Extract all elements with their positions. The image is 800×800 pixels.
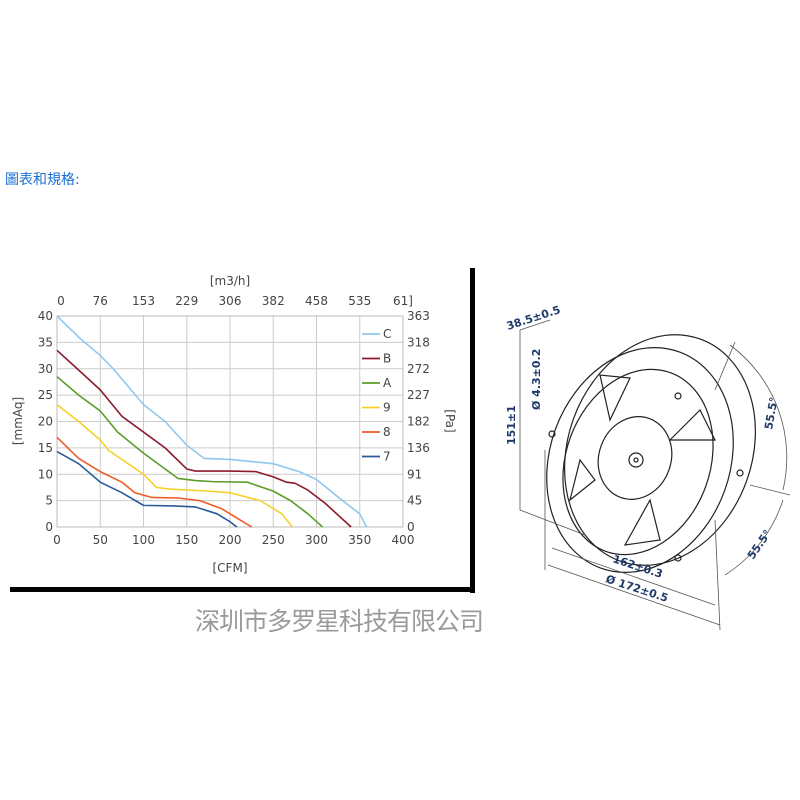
y2-tick-label: 91 (407, 467, 422, 481)
x2-tick-label: 229 (175, 294, 198, 308)
section-heading: 圖表和規格: (5, 172, 80, 188)
x-tick-label: 0 (53, 533, 61, 547)
dimension-lines (519, 319, 791, 630)
series-line-C (56, 315, 368, 528)
frame-shadow-right (470, 268, 475, 593)
y-tick-label: 35 (38, 335, 53, 349)
x2-tick-label: 535 (348, 294, 371, 308)
y2-tick-label: 0 (407, 520, 415, 534)
y2-tick-label: 136 (407, 441, 430, 455)
x-tick-label: 400 (392, 533, 415, 547)
x2-tick-label: 76 (93, 294, 108, 308)
x2-tick-label: 458 (305, 294, 328, 308)
legend-label-8: 8 (383, 425, 391, 439)
y-tick-label: 25 (38, 388, 53, 402)
x-tick-label: 150 (175, 533, 198, 547)
legend-label-C: C (383, 327, 391, 341)
x-tick-label: 250 (262, 533, 285, 547)
y2-tick-label: 182 (407, 415, 430, 429)
angle-bottom: 55.5° (745, 528, 774, 562)
y-axis-label: [mmAq] (11, 397, 25, 445)
series-line-9 (56, 403, 293, 528)
y2-tick-label: 45 (407, 494, 422, 508)
x2-tick-label: 153 (132, 294, 155, 308)
y-tick-label: 30 (38, 362, 53, 376)
series-line-8 (56, 436, 253, 528)
y2-axis-label: [Pa] (443, 409, 457, 432)
y2-tick-label: 363 (407, 309, 430, 323)
x-axis-label: [CFM] (213, 561, 248, 575)
legend-label-9: 9 (383, 401, 391, 415)
x2-tick-label: 61] (393, 294, 413, 308)
fan-body (546, 334, 757, 573)
legend-label-7: 7 (383, 450, 391, 464)
watermark: 深圳市多罗星科技有限公司 (195, 607, 484, 636)
y-tick-label: 0 (45, 520, 53, 534)
x-tick-label: 100 (132, 533, 155, 547)
angle-top: 55.5° (762, 396, 780, 430)
x-tick-label: 350 (348, 533, 371, 547)
plot-frame (56, 315, 404, 528)
legend-label-B: B (383, 352, 391, 366)
y2-tick-label: 272 (407, 362, 430, 376)
y2-tick-label: 318 (407, 335, 430, 349)
fan-dimension-drawing: 38.5±0.5 Ø 4.3±0.2 151±1 162±0.3 Ø 172±0… (505, 303, 791, 630)
y2-tick-label: 227 (407, 388, 430, 402)
x-tick-label: 50 (93, 533, 108, 547)
x2-axis-label: [m3/h] (210, 274, 250, 288)
series-line-B (56, 349, 352, 528)
y-tick-label: 20 (38, 415, 53, 429)
x2-tick-label: 306 (219, 294, 242, 308)
x-tick-label: 300 (305, 533, 328, 547)
x-tick-label: 200 (219, 533, 242, 547)
y-tick-label: 10 (38, 467, 53, 481)
x2-tick-label: 0 (57, 294, 65, 308)
y-tick-label: 5 (45, 494, 53, 508)
depth-dimension: 38.5±0.5 (505, 303, 562, 333)
series-line-7 (56, 450, 238, 528)
x2-tick-label: 382 (262, 294, 285, 308)
y-tick-label: 15 (38, 441, 53, 455)
series-line-A (56, 376, 324, 528)
height-dimension: 151±1 (505, 405, 518, 445)
frame-shadow-bottom (10, 587, 475, 592)
hole-dimension: Ø 4.3±0.2 (530, 349, 543, 410)
y-tick-label: 40 (38, 309, 53, 323)
legend-label-A: A (383, 376, 392, 390)
